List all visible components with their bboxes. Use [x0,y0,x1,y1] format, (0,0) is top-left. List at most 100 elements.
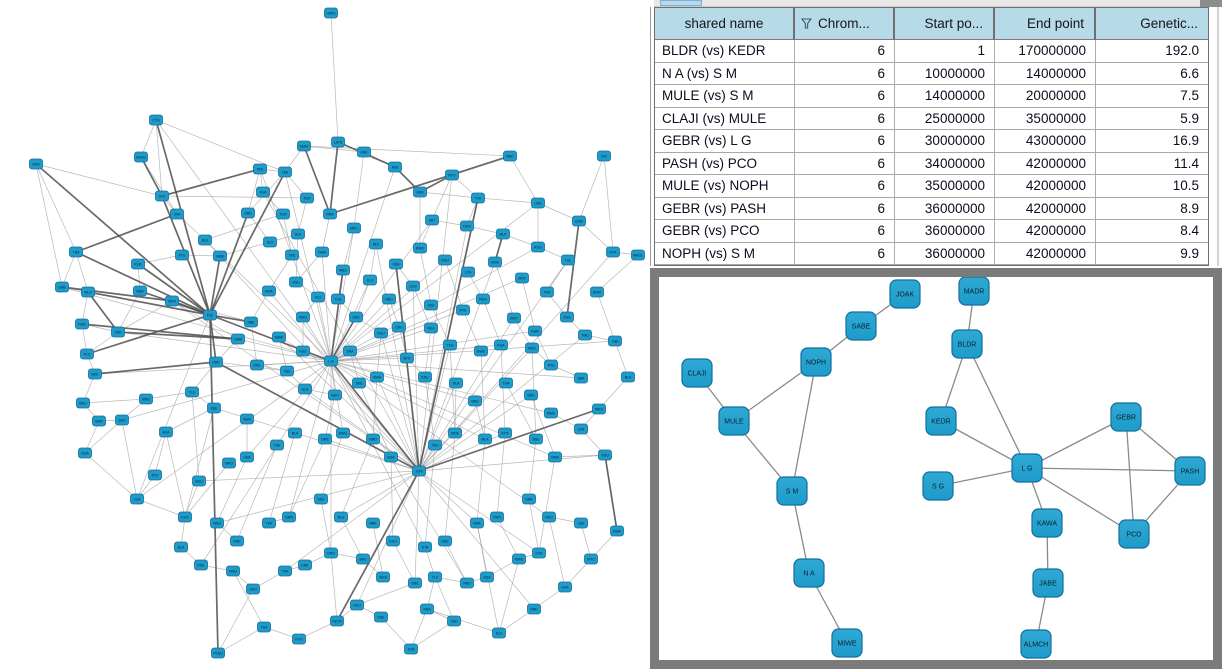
network-node[interactable]: DSE [374,611,388,623]
network-node[interactable]: GKE [349,311,363,323]
table-cell[interactable]: 9.9 [1096,242,1208,265]
network-node[interactable]: L N [324,355,338,367]
network-node[interactable]: TRK [111,326,125,338]
table-cell[interactable]: 6 [795,130,895,153]
network-node[interactable]: DRO [460,220,474,232]
network-node[interactable]: LKA [574,423,588,435]
network-node[interactable]: LATS [331,136,345,148]
network-node[interactable]: RKE [250,359,264,371]
network-node[interactable]: TGO [276,208,290,220]
network-node[interactable]: RGO [531,241,545,253]
network-node[interactable]: BSE [529,433,543,445]
table-cell[interactable]: NOPH (vs) S M [655,242,795,265]
network-node[interactable]: SDU [115,414,129,426]
network-node[interactable]: KSA [300,192,314,204]
table-cell[interactable]: 42000000 [995,220,1096,243]
table-vertical-scrollbar[interactable] [1209,7,1222,266]
network-node[interactable]: TGA [499,377,513,389]
network-node[interactable]: JGN [404,643,418,655]
network-node[interactable]: GNA [240,451,254,463]
table-cell[interactable]: 1 [895,40,995,63]
network-node[interactable]: RMO [413,242,427,254]
network-node[interactable]: SDE [314,493,328,505]
network-node[interactable]: GBI [608,335,622,347]
network-node[interactable]: KAWA [1031,508,1063,538]
network-node[interactable]: NBO [366,433,380,445]
table-row[interactable]: N A (vs) S M 6 10000000 14000000 6.6 [655,62,1208,85]
network-node[interactable]: DNO [324,547,338,559]
network-node[interactable]: LGA [130,493,144,505]
network-node[interactable]: KSO [178,511,192,523]
network-node[interactable]: MNU [226,565,240,577]
table-cell[interactable]: MULE (vs) S M [655,85,795,108]
network-node[interactable]: MTE [456,304,470,316]
network-node[interactable]: TDA [257,621,271,633]
network-node[interactable]: NDO [328,389,342,401]
network-node[interactable]: MIG [388,161,402,173]
network-node[interactable]: GSO [246,583,260,595]
table-cell[interactable]: 25000000 [895,107,995,130]
network-node[interactable]: TMU [578,329,592,341]
table-cell[interactable]: 42000000 [995,242,1096,265]
table-cell[interactable]: 43000000 [995,130,1096,153]
table-cell[interactable]: GEBR (vs) PASH [655,197,795,220]
table-row[interactable]: BLDR (vs) KEDR 6 1 170000000 192.0 [655,40,1208,63]
table-cell[interactable]: 36000000 [895,242,995,265]
network-node[interactable]: TSO [443,339,457,351]
network-node[interactable]: MRE [468,395,482,407]
network-node[interactable]: SLA [291,228,305,240]
network-node[interactable]: BWE [474,345,488,357]
network-node[interactable]: MIWE [831,628,863,658]
network-node[interactable]: WDE [448,427,462,439]
table-cell[interactable]: 6 [795,242,895,265]
network-node[interactable]: RBE [244,316,258,328]
network-node[interactable]: SBA [574,372,588,384]
network-node[interactable]: WGA [376,571,390,583]
network-node[interactable]: KWU [336,427,350,439]
network-node[interactable]: NLA [621,371,635,383]
network-node[interactable]: BWA [610,525,624,537]
network-node[interactable]: BNA [470,517,484,529]
network-node[interactable]: NTO [445,169,459,181]
table-cell[interactable]: 6 [795,107,895,130]
table-cell[interactable]: CLAJI (vs) MULE [655,107,795,130]
network-node[interactable]: MADR [958,277,990,306]
network-node[interactable]: KNU [418,371,432,383]
network-node[interactable]: L G [1011,453,1043,483]
network-node[interactable]: MTO [584,553,598,565]
network-node[interactable]: PCO [1118,519,1150,549]
network-node[interactable]: DGU [374,327,388,339]
network-node[interactable]: JGNI [412,465,426,477]
network-node[interactable]: RSO [209,356,223,368]
network-node[interactable]: GMA [315,246,329,258]
network-node[interactable]: MAD [503,150,517,162]
network-node[interactable]: TLE [185,386,199,398]
network-node[interactable]: RTE [544,359,558,371]
table-cell[interactable]: GEBR (vs) PCO [655,220,795,243]
network-node[interactable]: MLA [478,433,492,445]
network-node[interactable]: ARN [29,158,43,170]
table-cell[interactable]: 6 [795,220,895,243]
network-node[interactable]: KBO [296,345,310,357]
table-cell[interactable]: 6 [795,152,895,175]
column-header-sharedname[interactable]: shared name [655,8,795,40]
network-node[interactable]: SNA [343,345,357,357]
network-node[interactable]: WBU [210,517,224,529]
network-node[interactable]: NBU [382,293,396,305]
table-row[interactable]: PASH (vs) PCO 6 34000000 42000000 11.4 [655,152,1208,175]
network-node[interactable]: SWA [240,413,254,425]
network-node[interactable]: BKU [356,553,370,565]
network-node[interactable]: GKA [558,581,572,593]
network-node[interactable]: NIK [597,150,611,162]
network-node[interactable]: KDI [311,291,325,303]
table-row[interactable]: GEBR (vs) PASH 6 36000000 42000000 8.9 [655,197,1208,220]
network-node[interactable]: TKE [285,249,299,261]
network-node[interactable]: RKU [350,599,364,611]
network-node[interactable]: TKA [262,517,276,529]
scrollbar-thumb[interactable] [660,0,702,6]
network-node[interactable]: KME [298,559,312,571]
network-node[interactable]: N A [793,558,825,588]
table-cell[interactable]: 6 [795,197,895,220]
subnetwork-canvas[interactable]: JOAK MADR SABE BLDR NOPH CLAJI KEDR GEBR MULE L G… [659,277,1213,660]
network-node[interactable]: LDO [406,280,420,292]
